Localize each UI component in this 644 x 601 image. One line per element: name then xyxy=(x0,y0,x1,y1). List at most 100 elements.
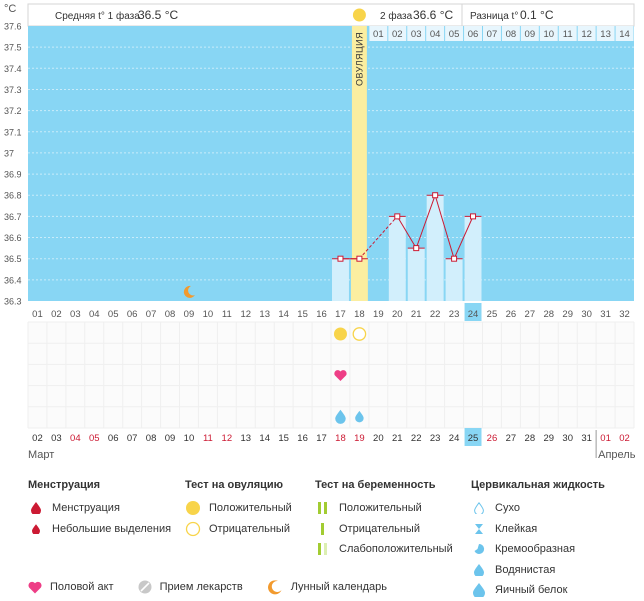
y-tick-label: 36.5 xyxy=(4,254,22,264)
legend-label: Небольшие выделения xyxy=(52,522,172,535)
cycle-day-label: 06 xyxy=(127,309,138,320)
temperature-point xyxy=(394,213,401,220)
date-label: 03 xyxy=(51,433,62,444)
legend-label: Половой акт xyxy=(50,581,114,593)
post-ovulation-day-label: 14 xyxy=(619,29,630,40)
post-ovulation-day-cell xyxy=(501,26,520,41)
small-blood-drop-icon xyxy=(28,521,44,537)
temperature-point xyxy=(470,213,477,220)
cycle-day-label: 03 xyxy=(70,309,81,320)
diff-label: Разница t° xyxy=(470,11,518,22)
y-tick-label: 36.3 xyxy=(4,297,22,307)
legend-item-dry: Сухо xyxy=(471,498,605,519)
temperature-bar xyxy=(464,216,482,301)
date-label: 29 xyxy=(543,433,554,444)
legend-label: Положительный xyxy=(209,502,292,515)
legend-title: Цервикальная жидкость xyxy=(471,479,605,491)
legend-item-ovulation-positive: Положительный xyxy=(185,498,292,519)
post-ovulation-day-label: 11 xyxy=(563,29,573,40)
post-ovulation-day-label: 09 xyxy=(525,29,536,40)
cycle-day-label: 01 xyxy=(32,309,43,320)
cycle-day-label: 31 xyxy=(600,309,611,320)
date-label: 24 xyxy=(449,433,460,444)
month-start-label: Март xyxy=(28,449,54,460)
date-label: 01 xyxy=(600,433,611,444)
intercourse-heart-mark xyxy=(334,370,347,381)
cycle-day-label: 07 xyxy=(146,309,157,320)
post-ovulation-day-cell xyxy=(483,26,501,41)
y-tick-label: 36.9 xyxy=(4,170,22,180)
date-label: 09 xyxy=(165,433,176,444)
cycle-day-label: 23 xyxy=(449,309,460,320)
single-bar-icon xyxy=(315,521,331,537)
post-ovulation-day-label: 06 xyxy=(468,29,479,40)
temperature-line-segment xyxy=(396,216,417,249)
y-tick-label: 37.2 xyxy=(4,106,22,116)
post-ovulation-day-label: 12 xyxy=(581,29,592,40)
legend-label: Слабоположительный xyxy=(339,543,453,556)
legend-item-menstruation: Менструация xyxy=(28,498,171,519)
double-bar-icon xyxy=(315,500,331,516)
temperature-line-segment xyxy=(359,216,398,260)
post-ovulation-day-cell xyxy=(615,26,634,41)
y-tick-label: 37.4 xyxy=(4,64,22,74)
cycle-day-label: 14 xyxy=(278,309,289,320)
ovulation-marker xyxy=(352,8,366,22)
post-ovulation-day-cell xyxy=(426,26,445,41)
date-label: 10 xyxy=(184,433,195,444)
temperature-point xyxy=(413,245,420,252)
y-tick-label: 36.8 xyxy=(4,191,22,201)
legend-item-pregnancy-positive: Положительный xyxy=(315,498,453,519)
date-label: 11 xyxy=(203,433,213,444)
date-label: 12 xyxy=(222,433,233,444)
current-date-highlight xyxy=(464,428,482,446)
cycle-day-label: 11 xyxy=(222,309,232,320)
date-label: 08 xyxy=(146,433,157,444)
phase2-value: 36.6 °C xyxy=(413,8,453,22)
date-label: 17 xyxy=(316,433,327,444)
outline-circle-icon xyxy=(185,521,201,537)
temperature-point xyxy=(356,255,363,262)
legend-label: Положительный xyxy=(339,502,422,515)
legend-label: Сухо xyxy=(495,502,520,515)
date-label: 18 xyxy=(335,433,346,444)
heart-icon xyxy=(28,581,42,594)
phase1-label: Средняя t° 1 фаза xyxy=(55,10,140,22)
legend-item-sticky: Клейкая xyxy=(471,519,605,540)
post-ovulation-day-label: 05 xyxy=(449,29,460,40)
legend-item-creamy: Кремообразная xyxy=(471,539,605,560)
legend-title: Тест на беременность xyxy=(315,479,436,491)
date-label: 06 xyxy=(108,433,119,444)
cycle-day-label: 32 xyxy=(619,309,630,320)
legend-item-pregnancy-negative: Отрицательный xyxy=(315,519,453,540)
post-ovulation-day-label: 07 xyxy=(487,29,498,40)
post-ovulation-day-cell xyxy=(445,26,464,41)
temperature-line-segment xyxy=(453,216,474,259)
date-label: 15 xyxy=(278,433,289,444)
moon-icon xyxy=(267,579,283,595)
date-label: 05 xyxy=(89,433,100,444)
temperature-line-segment xyxy=(434,195,455,259)
temperature-line-segment xyxy=(415,195,436,249)
cycle-day-label: 24 xyxy=(468,309,479,320)
temperature-point xyxy=(432,192,439,199)
temperature-point xyxy=(451,255,458,262)
temperature-bar xyxy=(407,248,425,301)
legend-label: Водянистая xyxy=(495,563,556,576)
pill-icon xyxy=(138,580,152,594)
legend-item-pregnancy-weak: Слабоположительный xyxy=(315,539,453,560)
post-ovulation-day-cell xyxy=(596,26,615,41)
temperature-bar xyxy=(445,258,463,301)
post-ovulation-day-cell xyxy=(577,26,596,41)
post-ovulation-day-cell xyxy=(520,26,539,41)
post-ovulation-day-label: 13 xyxy=(600,29,611,40)
date-label: 30 xyxy=(562,433,573,444)
post-ovulation-day-cell xyxy=(388,26,407,41)
legend-item-intercourse: Половой акт xyxy=(28,581,114,594)
temperature-bar xyxy=(388,216,406,301)
legend-label: Кремообразная xyxy=(495,543,576,556)
date-label: 27 xyxy=(506,433,517,444)
legend-label: Клейкая xyxy=(495,522,538,535)
moon-icon xyxy=(183,285,195,298)
